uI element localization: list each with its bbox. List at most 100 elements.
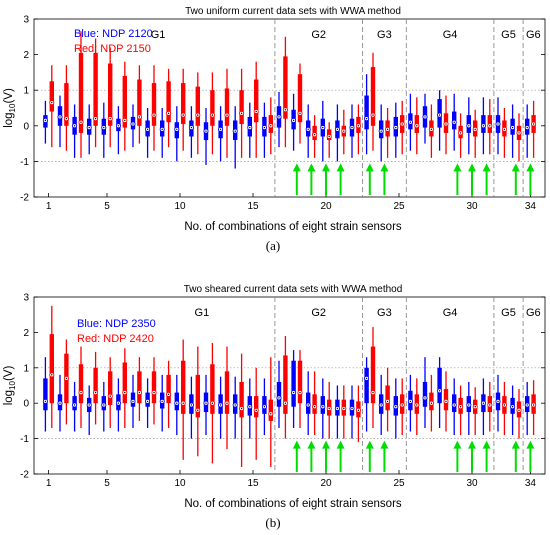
panel-b-arrow-18 <box>292 440 301 472</box>
panel-a-arrow-head-19 <box>307 163 316 172</box>
panel-a-blue-box-19-median-dot <box>307 128 309 131</box>
panel-b-arrow-head-29 <box>453 440 462 449</box>
panel-b-red-box-1-iqr <box>49 334 54 404</box>
panel-b-blue-box-23-median-dot <box>365 377 368 380</box>
panel-a-blue-box-30-median-dot <box>468 125 470 127</box>
panel-a-blue-box-25-median-dot <box>395 126 397 129</box>
panel-a-red-box-17-iqr <box>283 56 288 119</box>
panel-b-blue-box-14-median-dot <box>234 404 236 406</box>
panel-a-arrow-head-24 <box>380 163 389 172</box>
panel-b-xtick-label-4: 20 <box>320 478 332 489</box>
panel-a-blue-box-22-median-dot <box>351 126 353 129</box>
panel-a-blue-box-34 <box>524 104 530 158</box>
panel-a-red-box-6-iqr <box>122 75 127 128</box>
panel-b-red-box-31-median-dot <box>489 404 491 406</box>
panel-a-red-box-26-median-dot <box>416 125 418 127</box>
panel-a-red-box-10-median-dot <box>182 114 184 116</box>
panel-b-arrow-31 <box>482 440 491 472</box>
panel-a-blue-box-8-median-dot <box>146 128 149 131</box>
panel-b-red-box-2-median-dot <box>65 377 68 380</box>
panel-b-red-box-23-median-dot <box>372 391 374 394</box>
panel-b-arrow-24 <box>380 440 389 472</box>
panel-a-blue-box-2-median-dot <box>59 116 61 118</box>
panel-a-arrow-head-20 <box>322 163 330 172</box>
panel-b-arrow-21 <box>336 440 345 472</box>
panel-a-red-box-9 <box>166 68 172 148</box>
panel-b-blue-box-8 <box>145 378 151 428</box>
panel-a-red-box-22 <box>355 104 361 155</box>
panel-a-red-box-11 <box>195 72 201 155</box>
panel-a-red-box-32 <box>501 108 507 158</box>
panel-a-blue-box-28 <box>437 90 443 151</box>
panel-b-ytick-label-3: 1 <box>23 363 29 374</box>
panel-a-group-label-g2: G2 <box>311 29 326 41</box>
panel-a-red-box-22-median-dot <box>357 125 360 127</box>
panel-b-blue-box-19 <box>305 371 311 436</box>
panel-a-red-box-2-median-dot <box>65 117 68 120</box>
panel-b-red-box-16-median-dot <box>270 413 272 415</box>
panel-a-blue-box-18-median-dot <box>292 119 295 122</box>
panel-b-red-box-23 <box>370 327 376 428</box>
panel-a-blue-box-6 <box>115 106 121 155</box>
panel-a-blue-box-28-median-dot <box>438 114 441 116</box>
panel-b-red-box-5 <box>107 357 113 428</box>
panel-a-blue-box-33 <box>510 104 516 158</box>
panel-a-group-label-g1: G1 <box>151 29 166 41</box>
panel-a-red-box-10 <box>180 68 186 151</box>
panel-b-xtick-label-1: 5 <box>104 478 110 489</box>
panel-a-red-box-26 <box>414 97 420 155</box>
panel-a-blue-box-20-median-dot <box>322 126 324 129</box>
panel-b-red-box-25-median-dot <box>401 404 403 406</box>
panel-a-plot-frame <box>33 18 546 198</box>
panel-b-red-box-11 <box>195 346 201 457</box>
panel-b-red-box-28-median-dot <box>445 400 447 403</box>
panel-b-blue-box-4 <box>86 385 92 436</box>
panel-a-xtick-label-4: 20 <box>320 201 332 212</box>
panel-a-red-box-6-median-dot <box>124 119 126 122</box>
panel-b-red-box-27 <box>428 374 434 432</box>
panel-a-blue-box-14-median-dot <box>234 130 236 132</box>
panel-a-red-box-14-median-dot <box>240 112 243 115</box>
panel-b-red-box-14-median-dot <box>240 407 243 410</box>
panel-b-red-box-5-median-dot <box>109 395 111 397</box>
panel-b-red-box-11-iqr <box>195 374 200 418</box>
panel-b-blue-box-23-iqr <box>364 367 369 404</box>
panel-a-red-box-3-iqr <box>78 52 84 133</box>
panel-a-red-box-27 <box>428 104 434 158</box>
panel-a-red-box-25 <box>399 100 405 155</box>
panel-b-blue-box-30-median-dot <box>468 404 470 406</box>
panel-a-blue-box-4 <box>86 104 92 155</box>
panel-b-blue-box-1-iqr <box>43 378 48 411</box>
panel-b-red-box-3-median-dot <box>80 391 82 394</box>
panel-a-blue-box-27 <box>422 93 428 144</box>
panel-b-red-box-26 <box>414 378 420 436</box>
panel-b-group-label-g6: G6 <box>526 307 541 319</box>
panel-b-arrow-head-23 <box>365 440 374 449</box>
panel-a-red-box-3-median-dot <box>80 121 82 123</box>
panel-b-blue-box-32-median-dot <box>497 400 499 403</box>
panel-b-blue-box-18 <box>291 350 297 428</box>
panel-b-red-box-17-iqr <box>283 355 288 414</box>
panel-b-red-box-22 <box>355 385 361 443</box>
panel-b-blue-box-26-median-dot <box>409 400 412 403</box>
panel-a-ytick-label-5: 3 <box>23 15 29 26</box>
panel-b-red-box-9 <box>166 360 172 428</box>
panel-a-xtick-label-5: 25 <box>393 201 405 212</box>
panel-a-red-box-25-median-dot <box>401 123 403 125</box>
panel-a-title: Two uniform current data sets with WWA m… <box>185 6 401 17</box>
panel-a-ylabel: log10(V) <box>3 88 17 128</box>
panel-b-title: Two sheared current data sets with WWA m… <box>184 284 403 295</box>
panel-b-arrow-head-34 <box>526 440 535 449</box>
panel-a-arrow-21 <box>336 163 345 195</box>
panel-b-xlabel: No. of combinations of eight strain sens… <box>184 498 402 510</box>
panel-a-red-box-1 <box>49 65 55 148</box>
panel-b-red-box-19 <box>312 371 318 436</box>
panel-a-red-box-5-median-dot <box>109 117 111 120</box>
panel-b-red-box-10-iqr <box>181 360 186 414</box>
panel-a-red-box-6 <box>122 61 128 151</box>
panel-b-red-box-9-iqr <box>166 374 171 404</box>
panel-b-plot-frame <box>33 296 546 475</box>
panel-b-red-box-29 <box>458 385 464 436</box>
panel-b-red-box-13-iqr <box>224 371 230 414</box>
panel-a-red-box-28-median-dot <box>445 123 447 125</box>
